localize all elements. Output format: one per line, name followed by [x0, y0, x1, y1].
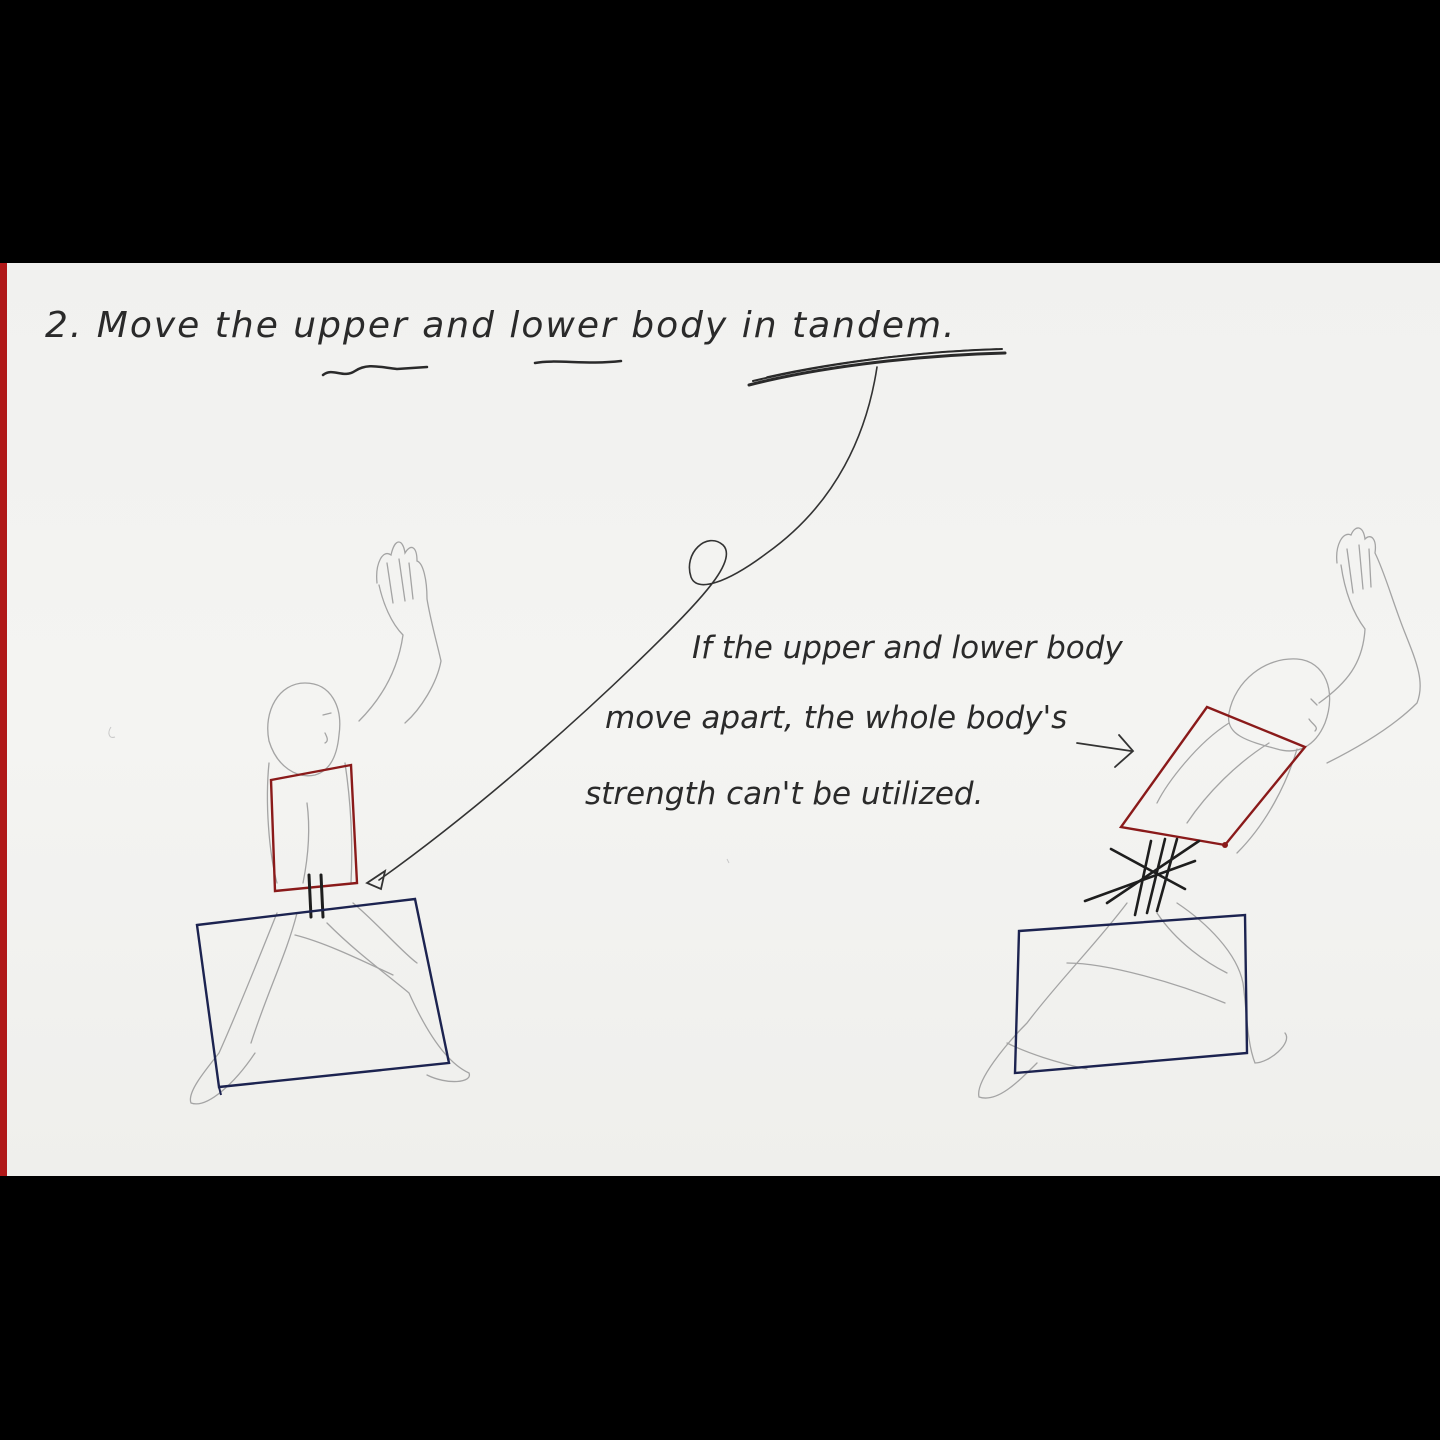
annotation-line-2: move apart, the whole body's — [605, 700, 1068, 736]
title-underlines — [321, 348, 1007, 387]
sketch-layer — [108, 348, 1421, 1105]
upper-body-box-left — [269, 763, 359, 893]
lower-body-box-right — [1013, 913, 1249, 1075]
crossed-out-parallel-icon — [1083, 837, 1201, 917]
right-arrow-icon — [1076, 734, 1135, 768]
annotation-line-3: strength can't be utilized. — [585, 776, 984, 812]
paper-sheet: 2. Move the upper and lower body in tand… — [0, 263, 1440, 1176]
figure-misaligned — [978, 527, 1421, 1099]
annotation-line-1: If the upper and lower body — [692, 630, 1123, 666]
pencil-figure-right — [978, 527, 1421, 1099]
lower-body-box-left — [195, 897, 451, 1089]
figure-aligned — [189, 541, 470, 1105]
pencil-figure-left — [189, 541, 470, 1105]
page-title: 2. Move the upper and lower body in tand… — [45, 305, 957, 346]
stray-marks — [108, 726, 730, 864]
curved-arrow-icon — [365, 366, 878, 891]
upper-body-box-right — [1118, 705, 1307, 847]
